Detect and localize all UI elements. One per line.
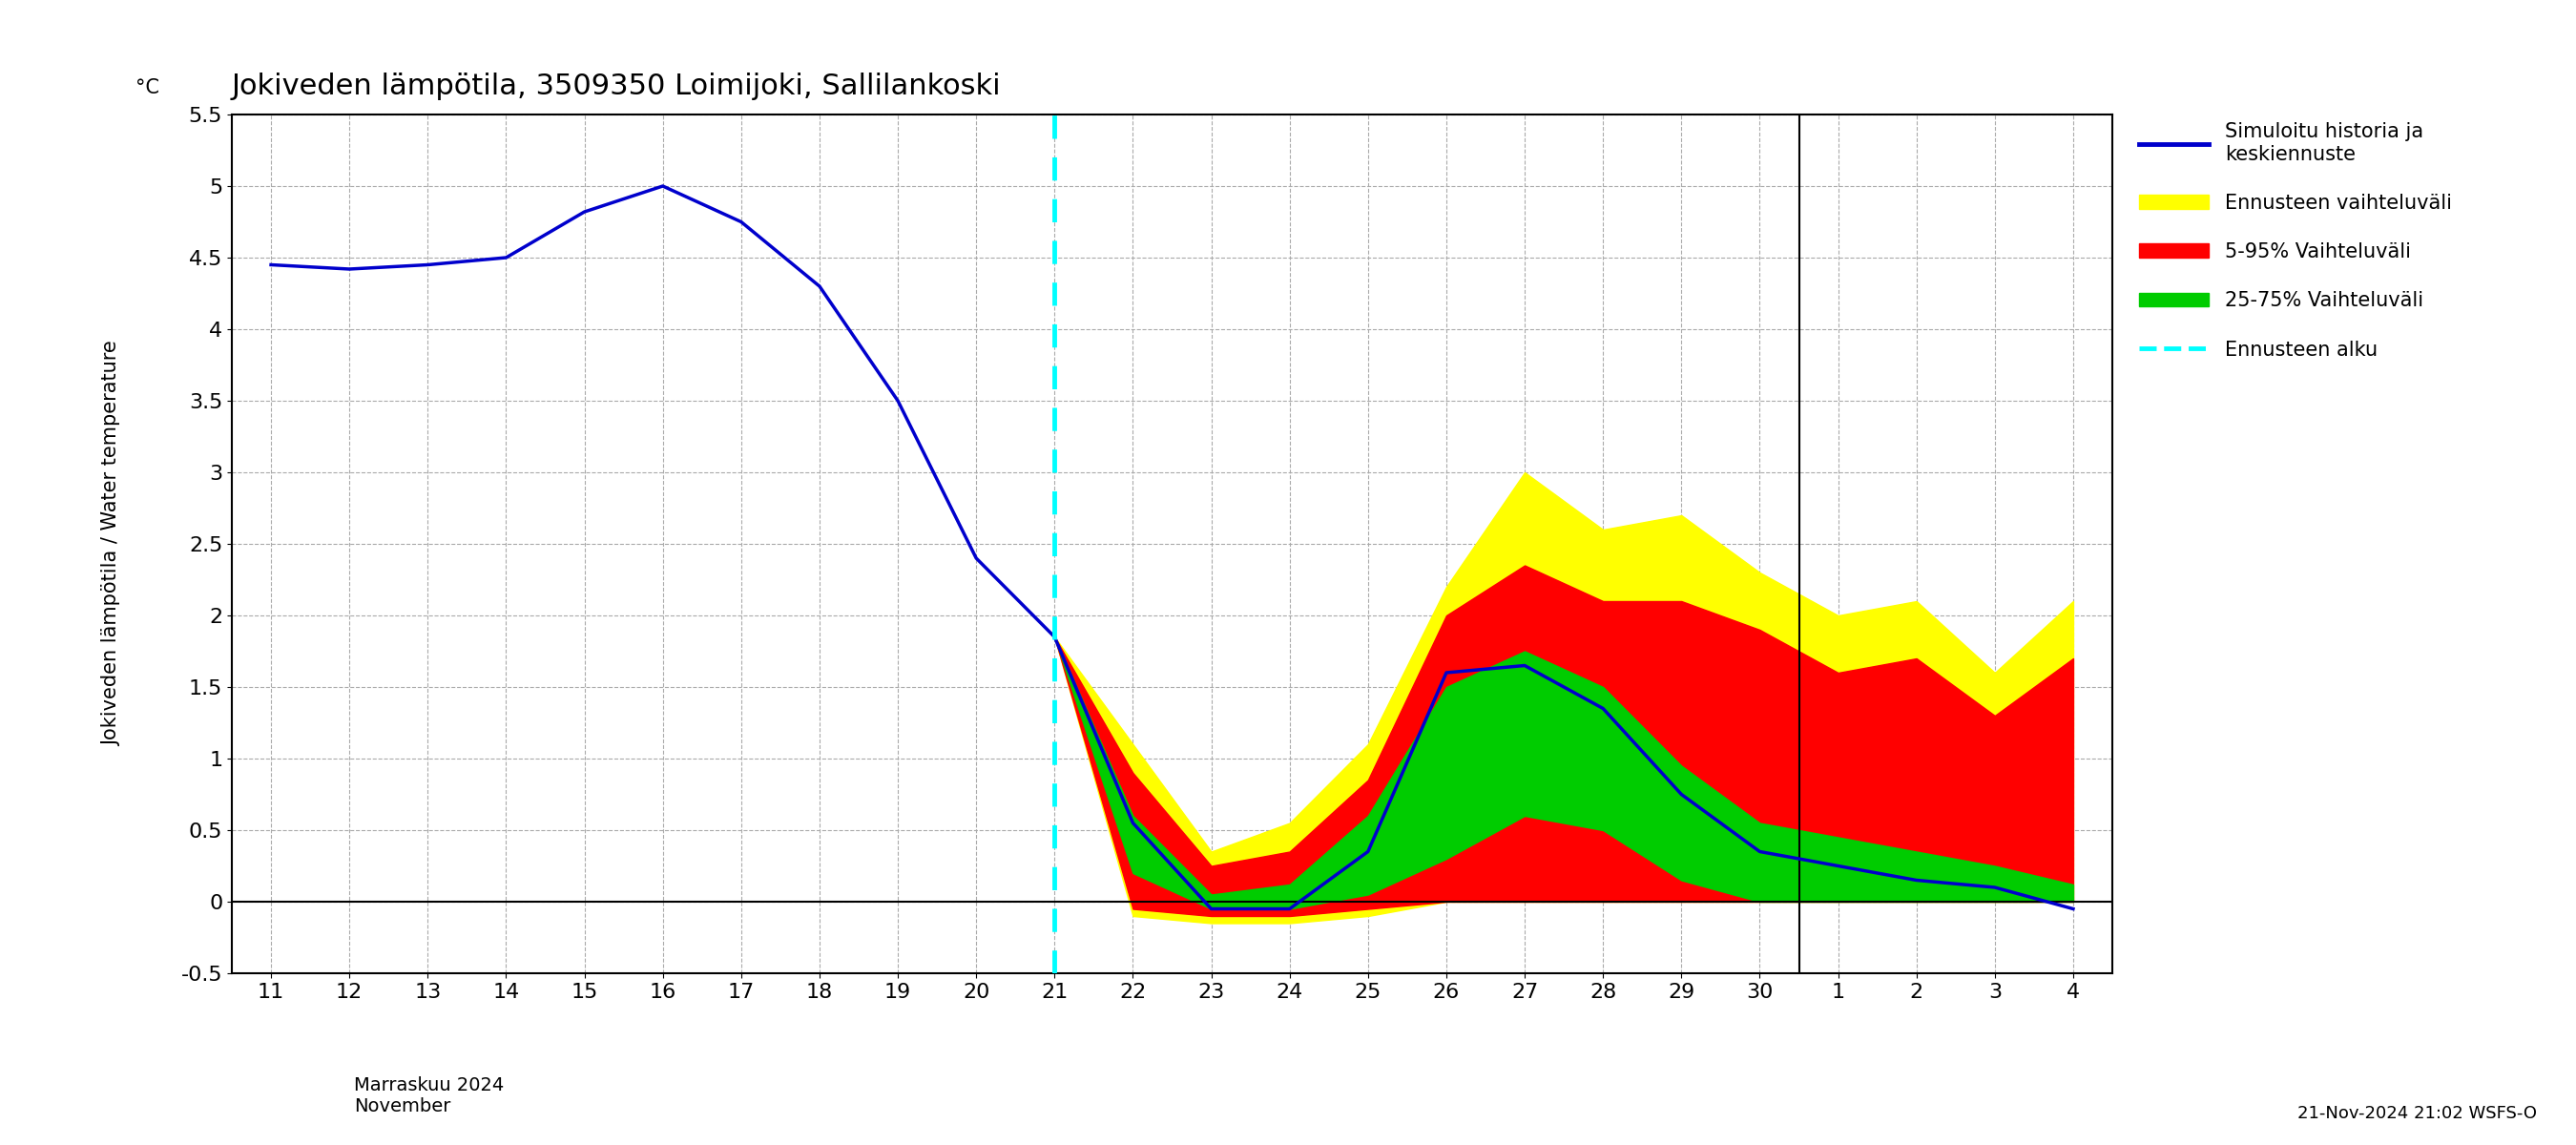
Text: Marraskuu 2024
November: Marraskuu 2024 November: [353, 1076, 505, 1115]
Text: 21-Nov-2024 21:02 WSFS-O: 21-Nov-2024 21:02 WSFS-O: [2298, 1105, 2537, 1122]
Text: °C: °C: [137, 78, 160, 97]
Text: Jokiveden lämpötila, 3509350 Loimijoki, Sallilankoski: Jokiveden lämpötila, 3509350 Loimijoki, …: [232, 72, 1002, 101]
Legend: Simuloitu historia ja
keskiennuste, Ennusteen vaihteluväli, 5-95% Vaihteluväli, : Simuloitu historia ja keskiennuste, Ennu…: [2130, 114, 2460, 368]
Y-axis label: Jokiveden lämpötila / Water temperature: Jokiveden lämpötila / Water temperature: [103, 341, 121, 747]
